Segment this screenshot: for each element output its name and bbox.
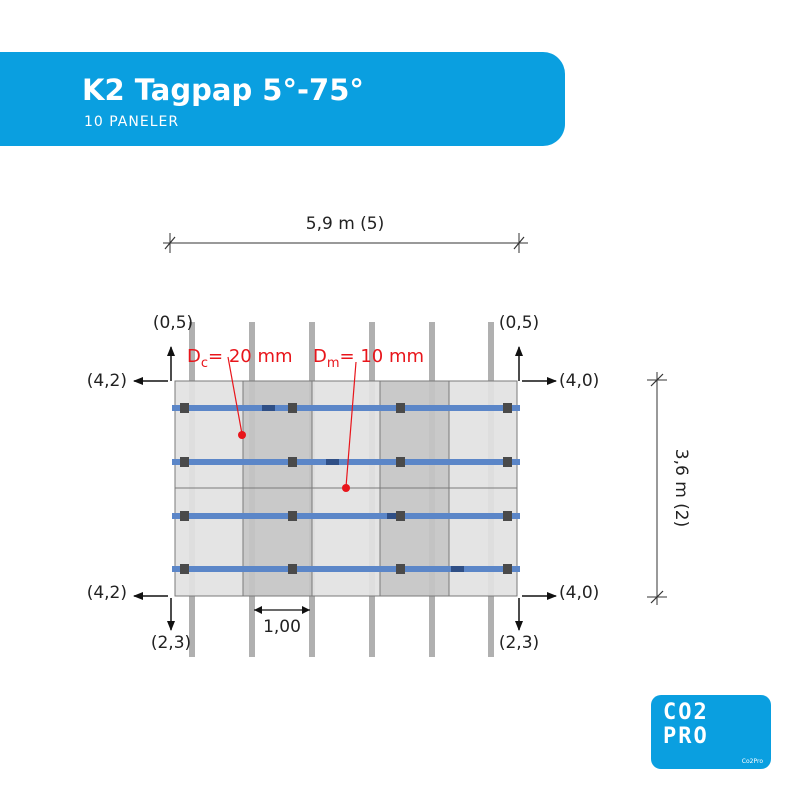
mounting-rail: [172, 513, 520, 519]
roof-bracket: [288, 511, 297, 521]
mounting-rail: [172, 566, 520, 572]
load-arrows: [133, 346, 557, 631]
page-subtitle: 10 PANELER: [84, 114, 180, 130]
load-label-top-right: (0,5): [499, 313, 539, 333]
page-title: K2 Tagpap 5°-75°: [82, 73, 364, 107]
roof-bracket: [288, 403, 297, 413]
height-dimension: 3,6 m (2): [647, 372, 691, 605]
load-label-upper-left: (4,2): [87, 371, 127, 391]
load-label-lower-right: (4,0): [559, 583, 599, 603]
roof-bracket: [180, 511, 189, 521]
roof-bracket: [180, 564, 189, 574]
roof-bracket: [503, 564, 512, 574]
roof-bracket: [180, 457, 189, 467]
solar-panel-grid: [174, 380, 518, 597]
mounting-rails: [172, 405, 520, 572]
solar-panel: [174, 487, 244, 597]
rail-splice: [262, 405, 275, 411]
load-label-upper-right: (4,0): [559, 371, 599, 391]
solar-panel: [242, 380, 313, 489]
solar-panel: [379, 487, 450, 597]
load-label-top-left: (0,5): [153, 313, 193, 333]
rail-splice: [451, 566, 464, 572]
solar-panel: [311, 487, 381, 597]
load-label-lower-left: (4,2): [87, 583, 127, 603]
deflection-markers: Dc= 20 mm Dm= 10 mm: [187, 346, 424, 492]
load-label-bottom-right: (2,3): [499, 633, 539, 653]
roof-bracket: [503, 457, 512, 467]
roof-bracket: [503, 511, 512, 521]
solar-panel: [448, 380, 518, 489]
logo-small-text: Co2Pro: [741, 758, 763, 765]
solar-panel: [242, 487, 313, 597]
width-dimension: 5,9 m (5): [163, 214, 528, 253]
logo-line-1: CO2: [663, 700, 709, 725]
spacing-dimension: 1,00: [254, 606, 310, 637]
spacing-label: 1,00: [263, 617, 301, 637]
roof-bracket: [288, 457, 297, 467]
roof-bracket: [396, 511, 405, 521]
mounting-rail: [172, 459, 520, 465]
roof-bracket: [180, 403, 189, 413]
logo-line-2: PRO: [663, 724, 709, 749]
dc-marker: [238, 431, 246, 439]
dc-label: Dc= 20 mm: [187, 346, 293, 371]
roof-brackets: [180, 403, 512, 574]
rail-splice: [387, 513, 400, 519]
roof-bracket: [288, 564, 297, 574]
roof-bracket: [396, 403, 405, 413]
solar-panel: [448, 487, 518, 597]
load-label-bottom-left: (2,3): [151, 633, 191, 653]
dm-marker: [342, 484, 350, 492]
solar-panel: [379, 380, 450, 489]
dm-label: Dm= 10 mm: [313, 346, 424, 371]
solar-panel: [311, 380, 381, 489]
header-banner: [0, 52, 565, 146]
width-label: 5,9 m (5): [306, 214, 384, 234]
rail-splice: [326, 459, 339, 465]
solar-panel: [174, 380, 244, 489]
roof-bracket: [396, 564, 405, 574]
load-labels: (0,5) (0,5) (4,2) (4,0) (4,2) (4,0) (2,3…: [87, 313, 600, 653]
mounting-rail: [172, 405, 520, 411]
co2pro-logo: CO2 PRO Co2Pro: [651, 695, 771, 769]
height-label: 3,6 m (2): [671, 449, 691, 527]
roof-bracket: [396, 457, 405, 467]
roof-bracket: [503, 403, 512, 413]
